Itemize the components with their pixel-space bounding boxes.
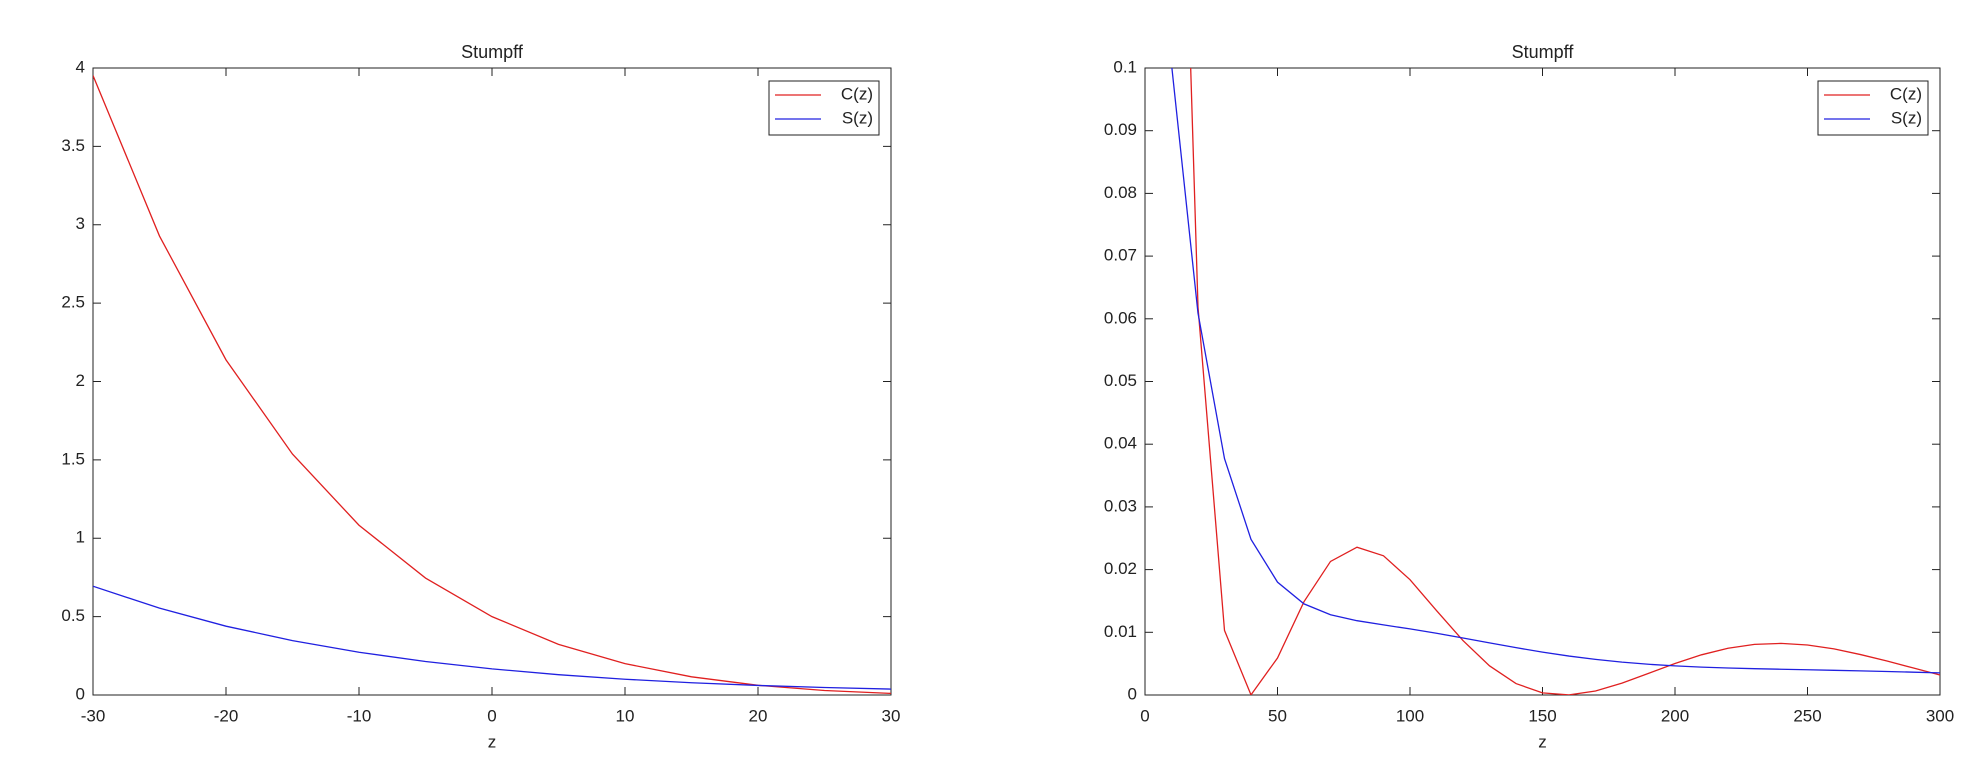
legend: C(z) S(z) bbox=[1817, 80, 1929, 136]
legend-label: C(z) bbox=[1890, 84, 1922, 103]
x-tick-label: 30 bbox=[882, 706, 901, 725]
y-tick-label: 0.02 bbox=[1104, 559, 1137, 578]
x-tick-label: 20 bbox=[749, 706, 768, 725]
y-tick-label: 0.04 bbox=[1104, 434, 1137, 453]
y-tick-label: 2.5 bbox=[61, 293, 85, 312]
x-tick-label: 50 bbox=[1268, 706, 1287, 725]
y-tick-label: 0.05 bbox=[1104, 371, 1137, 390]
legend-label: S(z) bbox=[842, 108, 873, 127]
y-tick-label: 3.5 bbox=[61, 136, 85, 155]
x-tick-label: 100 bbox=[1396, 706, 1424, 725]
line-series bbox=[1190, 68, 1940, 695]
y-tick-label: 0.08 bbox=[1104, 183, 1137, 202]
x-tick-label: 0 bbox=[487, 706, 496, 725]
lines bbox=[93, 75, 891, 695]
axes: Stumpff z 0 50 100 150 200 250 300 0 0.01 0.02 0.03 0… bbox=[1104, 42, 1954, 752]
x-tick-label: 300 bbox=[1926, 706, 1954, 725]
x-tick-label: 200 bbox=[1661, 706, 1689, 725]
x-axis-label: z bbox=[488, 732, 497, 751]
y-tick-label: 0 bbox=[1128, 684, 1137, 703]
x-tick-label: -10 bbox=[347, 706, 372, 725]
y-tick-label: 0.01 bbox=[1104, 622, 1137, 641]
line-series bbox=[93, 585, 891, 690]
y-tick-label: 0 bbox=[76, 684, 85, 703]
x-tick-label: -20 bbox=[214, 706, 239, 725]
chart-title: Stumpff bbox=[461, 42, 524, 62]
legend-label: C(z) bbox=[841, 84, 873, 103]
y-tick-label: 0.07 bbox=[1104, 246, 1137, 265]
y-tick-label: 0.1 bbox=[1113, 57, 1137, 76]
y-tick-label: 0.09 bbox=[1104, 120, 1137, 139]
legend-box bbox=[768, 80, 880, 136]
y-tick-label: 0.5 bbox=[61, 606, 85, 625]
x-tick-label: 150 bbox=[1528, 706, 1556, 725]
x-tick-label: 10 bbox=[616, 706, 635, 725]
y-tick-label: 4 bbox=[76, 57, 85, 76]
legend-label: S(z) bbox=[1891, 108, 1922, 127]
line-series bbox=[1171, 68, 1940, 674]
legend-box bbox=[1817, 80, 1929, 136]
x-tick-label: -30 bbox=[81, 706, 106, 725]
y-tick-label: 2 bbox=[76, 371, 85, 390]
x-axis-label: z bbox=[1538, 732, 1547, 751]
plot-area bbox=[92, 67, 892, 696]
chart-title: Stumpff bbox=[1512, 42, 1575, 62]
plot-area bbox=[1144, 67, 1941, 696]
x-tick-label: 250 bbox=[1793, 706, 1821, 725]
y-tick-label: 1.5 bbox=[61, 449, 85, 468]
lines bbox=[1171, 68, 1940, 695]
axes: Stumpff z -30 -20 -10 0 10 20 30 0 0.5 1 1.5 2 2.5 3 3.5… bbox=[61, 42, 900, 752]
y-tick-label: 3 bbox=[76, 214, 85, 233]
x-tick-label: 0 bbox=[1140, 706, 1149, 725]
y-tick-label: 0.03 bbox=[1104, 496, 1137, 515]
legend: C(z) S(z) bbox=[768, 80, 880, 136]
y-tick-label: 0.06 bbox=[1104, 308, 1137, 327]
y-tick-label: 1 bbox=[76, 528, 85, 547]
